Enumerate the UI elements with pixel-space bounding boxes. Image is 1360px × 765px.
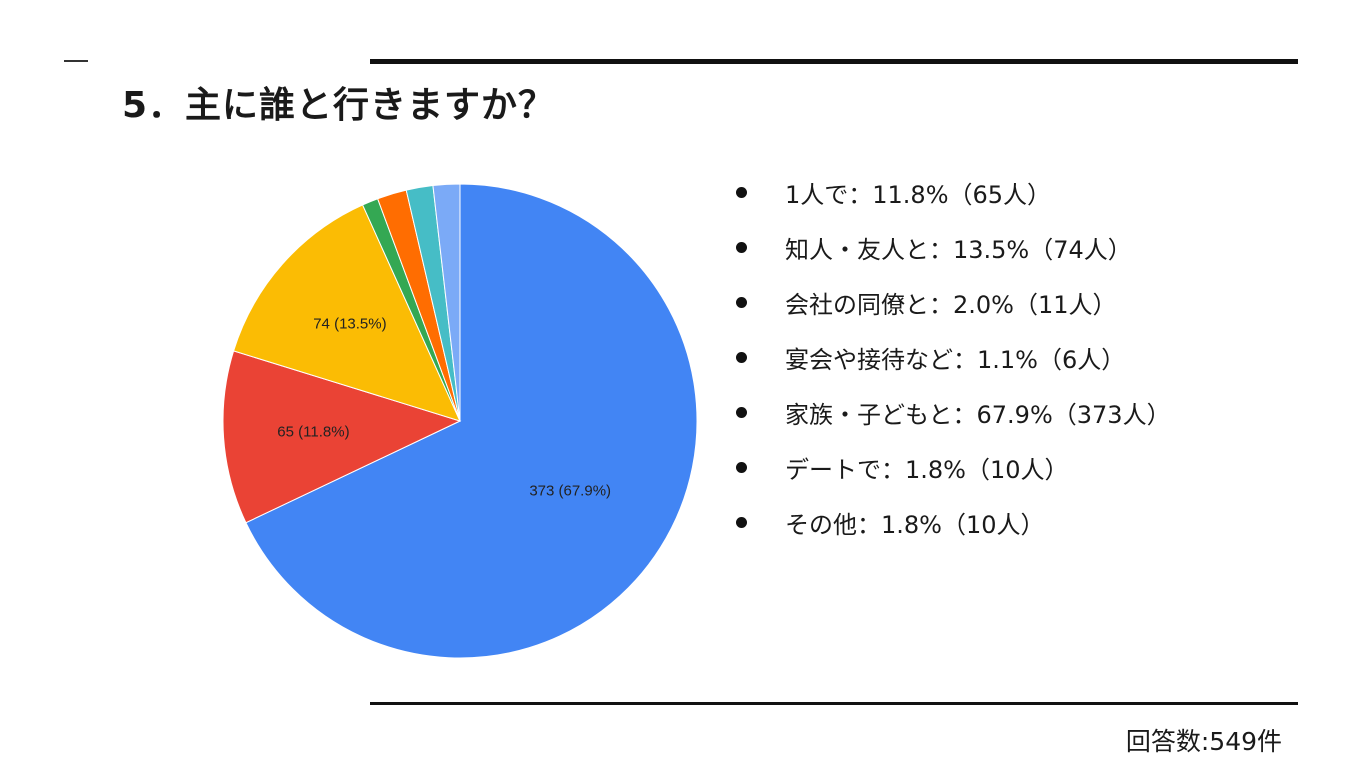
legend-item: 宴会や接待など：1.1%（6人） bbox=[728, 330, 1171, 385]
pie-slice bbox=[432, 183, 461, 422]
legend-text: その他：1.8%（10人） bbox=[785, 511, 1045, 539]
legend-item: デートで：1.8%（10人） bbox=[728, 440, 1171, 495]
bottom-rule bbox=[370, 702, 1298, 705]
bullet-icon bbox=[736, 297, 747, 308]
bullet-icon bbox=[736, 462, 747, 473]
legend-text: 会社の同僚と：2.0%（11人） bbox=[785, 291, 1117, 319]
pie-slice bbox=[245, 183, 698, 659]
legend-item: 1人で：11.8%（65人） bbox=[728, 165, 1171, 220]
pie-slice bbox=[232, 204, 461, 422]
response-count: 回答数:549件 bbox=[1125, 727, 1282, 756]
legend-list: 1人で：11.8%（65人） 知人・友人と：13.5%（74人） 会社の同僚と：… bbox=[728, 165, 1171, 550]
legend-item: 家族・子どもと：67.9%（373人） bbox=[728, 385, 1171, 440]
bullet-icon bbox=[736, 517, 747, 528]
pie-slice bbox=[222, 350, 462, 524]
slice-data-label: 65 (11.8%) bbox=[277, 424, 349, 441]
corner-dash bbox=[64, 60, 88, 62]
legend-item: その他：1.8%（10人） bbox=[728, 495, 1171, 550]
legend-text: 1人で：11.8%（65人） bbox=[785, 181, 1052, 209]
slice-data-label: 373 (67.9%) bbox=[529, 483, 611, 500]
top-rule bbox=[370, 59, 1298, 64]
pie-chart: 373 (67.9%) 65 (11.8%) 74 (13.5%) bbox=[222, 183, 698, 659]
legend-item: 知人・友人と：13.5%（74人） bbox=[728, 220, 1171, 275]
slice-data-label: 74 (13.5%) bbox=[313, 316, 386, 333]
bullet-icon bbox=[736, 352, 747, 363]
slide-title: 5．主に誰と行きますか？ bbox=[122, 85, 556, 126]
bullet-icon bbox=[736, 242, 747, 253]
bullet-icon bbox=[736, 407, 747, 418]
legend-text: デートで：1.8%（10人） bbox=[785, 456, 1069, 484]
legend-item: 会社の同僚と：2.0%（11人） bbox=[728, 275, 1171, 330]
legend-text: 宴会や接待など：1.1%（6人） bbox=[785, 346, 1126, 374]
legend-text: 知人・友人と：13.5%（74人） bbox=[785, 236, 1132, 264]
legend-text: 家族・子どもと：67.9%（373人） bbox=[785, 401, 1171, 429]
bullet-icon bbox=[736, 187, 747, 198]
